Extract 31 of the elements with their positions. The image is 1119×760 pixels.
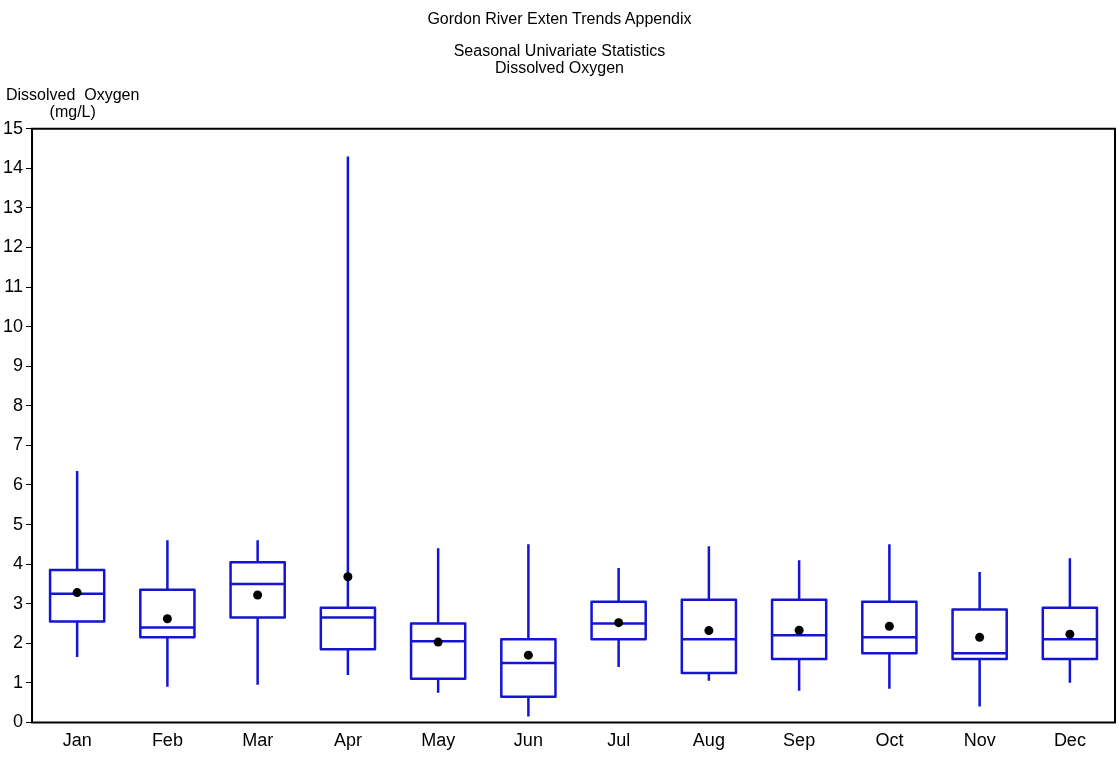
y-tick-label: 9 (13, 355, 24, 376)
x-tick-label: Jun (513, 730, 543, 751)
y-tick-label: 14 (2, 157, 24, 178)
y-tick-label: 15 (2, 117, 24, 138)
x-tick-label: May (421, 730, 456, 751)
x-tick-label: Aug (692, 730, 725, 751)
y-tick-label: 6 (13, 473, 24, 494)
y-tick-label: 12 (2, 236, 24, 257)
x-tick-label: Nov (963, 730, 996, 751)
x-tick-label: Jul (607, 730, 631, 751)
x-tick-label: Dec (1053, 730, 1086, 751)
y-tick-label: 11 (4, 276, 24, 297)
y-tick-label: 0 (13, 711, 24, 732)
x-tick-label: Jan (62, 730, 92, 751)
y-axis-title: Dissolved Oxygen (mg/L) (6, 86, 140, 120)
x-tick-label: Apr (333, 730, 362, 751)
x-tick-label: Mar (242, 730, 274, 751)
x-tick-label: Sep (783, 730, 816, 751)
x-tick-label: Oct (875, 730, 904, 751)
y-tick-label: 2 (13, 632, 24, 653)
y-tick-label: 4 (13, 553, 24, 574)
y-tick-label: 7 (13, 434, 24, 455)
x-tick-label: Feb (151, 730, 183, 751)
chart-title: Gordon River Exten Trends Appendix (426, 10, 693, 27)
y-tick-label: 13 (2, 196, 24, 217)
y-tick-label: 10 (2, 315, 24, 336)
y-tick-label: 5 (13, 513, 24, 534)
chart-subtitle: Seasonal Univariate Statistics Dissolved Oxygen (452, 42, 667, 76)
y-tick-label: 3 (13, 592, 24, 613)
y-tick-label: 1 (13, 671, 24, 692)
y-tick-label: 8 (13, 394, 24, 415)
